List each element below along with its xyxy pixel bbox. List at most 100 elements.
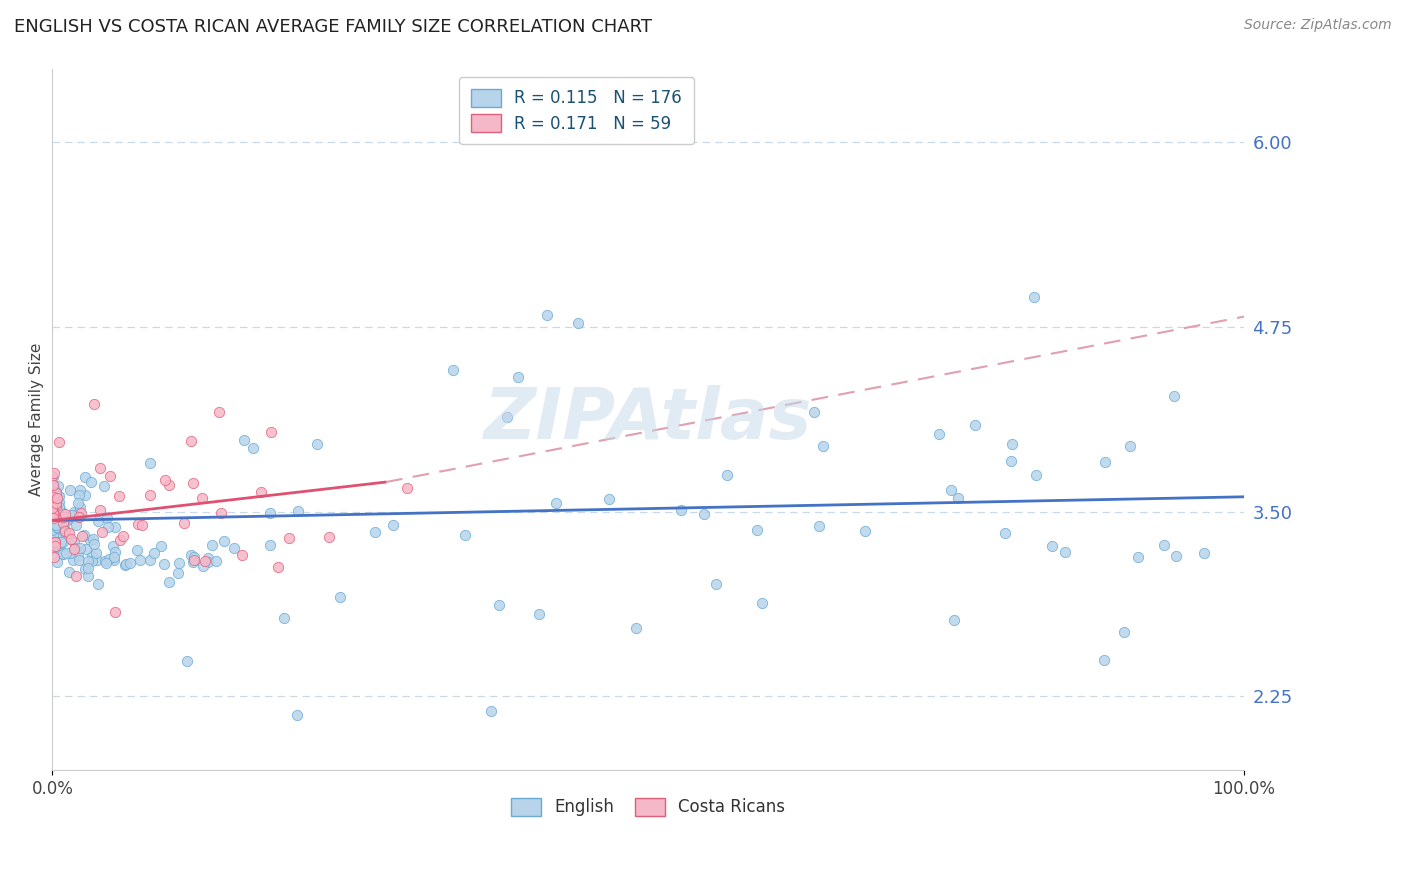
Point: [44, 511, 66, 525]
Point: [84, 546, 107, 560]
Point: [181, 555, 204, 569]
Point: [44, 523, 66, 537]
Point: [152, 557, 174, 571]
Point: [157, 478, 180, 492]
Point: [259, 538, 281, 552]
Point: [454, 527, 477, 541]
Point: [129, 553, 152, 567]
Point: [76, 554, 98, 568]
Point: [329, 591, 352, 605]
Point: [42, 534, 65, 549]
Point: [58, 525, 80, 540]
Point: [41, 504, 63, 518]
Point: [45, 555, 67, 569]
Point: [479, 704, 502, 718]
Y-axis label: Average Family Size: Average Family Size: [30, 343, 44, 496]
Point: [153, 473, 176, 487]
Point: [441, 362, 464, 376]
Point: [212, 534, 235, 549]
Point: [45, 486, 67, 500]
Point: [46, 520, 69, 534]
Point: [42, 534, 65, 549]
Point: [67, 510, 90, 524]
Point: [118, 557, 141, 571]
Point: [65, 569, 87, 583]
Point: [751, 596, 773, 610]
Point: [94, 557, 117, 571]
Point: [80, 475, 103, 489]
Point: [496, 410, 519, 425]
Point: [231, 548, 253, 562]
Point: [104, 605, 127, 619]
Point: [41, 520, 63, 534]
Point: [45, 496, 67, 510]
Point: [508, 369, 530, 384]
Point: [56, 511, 79, 525]
Point: [67, 553, 90, 567]
Point: [943, 613, 966, 627]
Point: [52, 535, 75, 549]
Point: [83, 397, 105, 411]
Point: [204, 554, 226, 568]
Point: [63, 505, 86, 519]
Point: [1112, 624, 1135, 639]
Point: [65, 541, 87, 555]
Point: [67, 488, 90, 502]
Point: [52, 516, 75, 530]
Point: [46, 479, 69, 493]
Point: [1126, 549, 1149, 564]
Point: [45, 484, 67, 499]
Point: [41, 477, 63, 491]
Point: [103, 539, 125, 553]
Point: [307, 436, 329, 450]
Point: [48, 489, 70, 503]
Point: [44, 539, 66, 553]
Point: [44, 541, 66, 555]
Point: [55, 546, 77, 560]
Point: [939, 483, 962, 497]
Point: [41, 499, 63, 513]
Point: [44, 535, 66, 549]
Point: [66, 549, 89, 563]
Point: [193, 559, 215, 574]
Point: [83, 537, 105, 551]
Point: [51, 517, 73, 532]
Point: [48, 509, 70, 524]
Point: [45, 497, 67, 511]
Point: [72, 529, 94, 543]
Point: [1053, 545, 1076, 559]
Point: [52, 510, 75, 524]
Point: [180, 548, 202, 562]
Point: [42, 512, 65, 526]
Point: [89, 461, 111, 475]
Point: [287, 504, 309, 518]
Point: [59, 546, 82, 560]
Point: [94, 553, 117, 567]
Point: [183, 476, 205, 491]
Point: [48, 500, 70, 515]
Point: [41, 500, 63, 515]
Point: [75, 488, 97, 502]
Point: [267, 560, 290, 574]
Point: [693, 507, 716, 521]
Point: [704, 577, 727, 591]
Point: [1040, 539, 1063, 553]
Point: [103, 550, 125, 565]
Point: [46, 504, 69, 518]
Point: [191, 491, 214, 505]
Point: [567, 316, 589, 330]
Point: [73, 527, 96, 541]
Point: [928, 427, 950, 442]
Point: [87, 577, 110, 591]
Point: [86, 514, 108, 528]
Point: [167, 556, 190, 570]
Point: [259, 506, 281, 520]
Point: [45, 499, 67, 513]
Point: [80, 549, 103, 563]
Point: [79, 533, 101, 547]
Point: [115, 558, 138, 572]
Point: [127, 517, 149, 532]
Point: [62, 535, 84, 549]
Point: [55, 514, 77, 528]
Point: [1094, 653, 1116, 667]
